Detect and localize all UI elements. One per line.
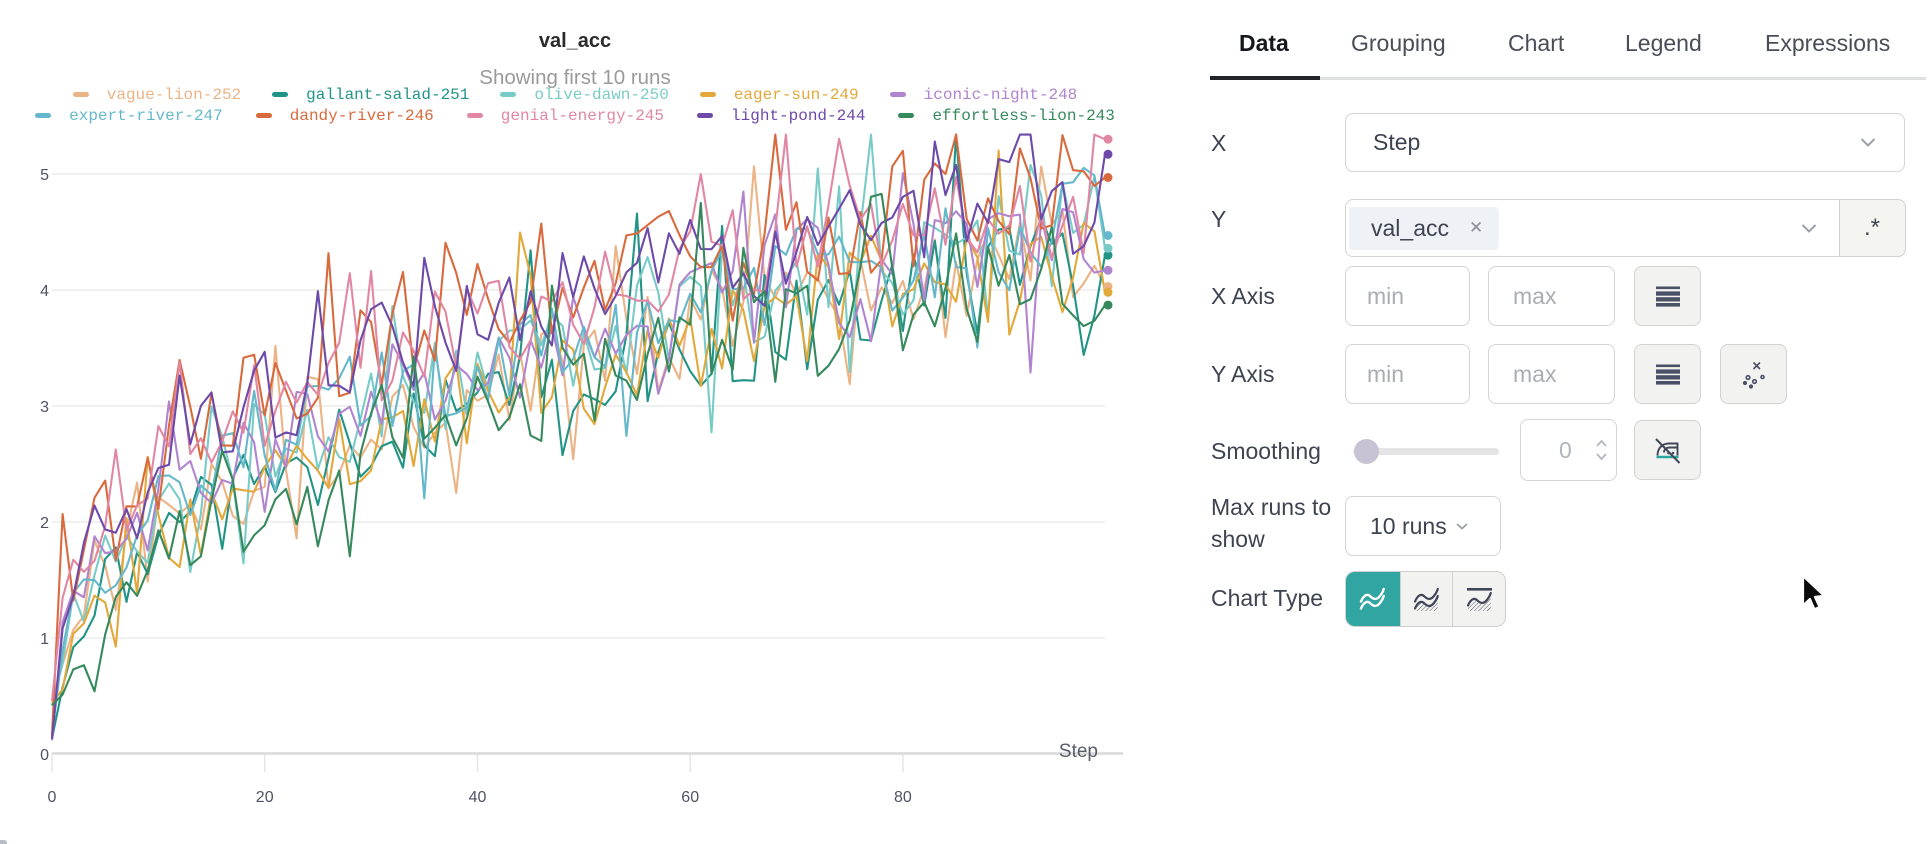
svg-text:Step: Step <box>1059 741 1098 762</box>
svg-text:40: 40 <box>469 789 487 806</box>
svg-text:80: 80 <box>894 789 912 806</box>
svg-text:60: 60 <box>681 789 699 806</box>
svg-text:3: 3 <box>40 399 49 416</box>
svg-text:1: 1 <box>40 631 49 648</box>
svg-text:4: 4 <box>40 283 49 300</box>
svg-text:5: 5 <box>40 167 49 184</box>
svg-text:2: 2 <box>40 515 49 532</box>
svg-text:0: 0 <box>48 789 57 806</box>
svg-text:0: 0 <box>40 747 49 764</box>
svg-text:20: 20 <box>256 789 274 806</box>
